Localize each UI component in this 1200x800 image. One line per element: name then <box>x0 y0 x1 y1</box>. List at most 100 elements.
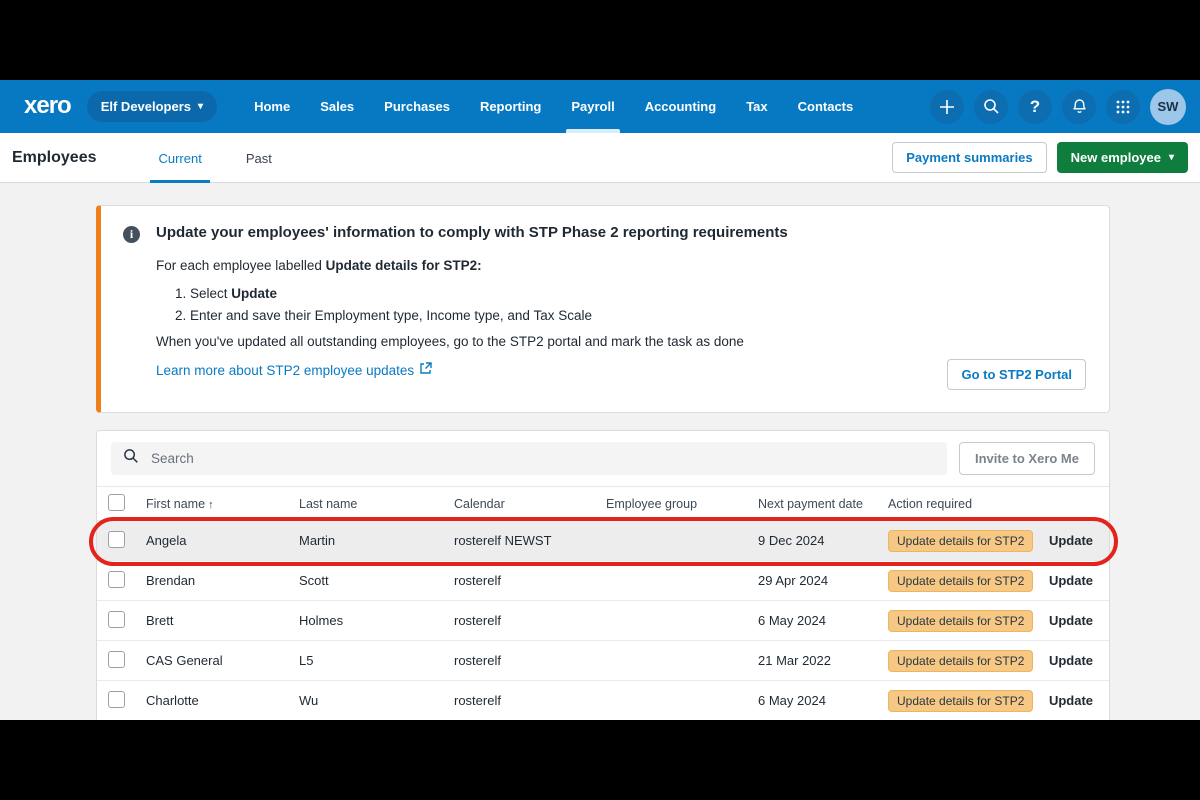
cell-calendar: rosterelf <box>454 573 501 588</box>
column-header-first-name[interactable]: First name ↑ <box>146 496 214 511</box>
cell-next-payment-date: 9 Dec 2024 <box>758 533 825 548</box>
update-link[interactable]: Update <box>1048 613 1093 628</box>
main-nav: Home Sales Purchases Reporting Payroll Accoun… <box>239 80 868 133</box>
notice-step-1: Select Update <box>190 286 1089 301</box>
new-employee-label: New employee <box>1070 150 1161 165</box>
org-name: Elf Developers <box>100 99 192 114</box>
update-link[interactable]: Update <box>1048 573 1093 588</box>
nav-item-accounting[interactable]: Accounting <box>644 99 717 114</box>
search-input[interactable] <box>151 451 935 466</box>
bell-icon <box>1071 98 1088 115</box>
search-button[interactable] <box>974 89 1008 124</box>
invite-to-xero-me-button[interactable]: Invite to Xero Me <box>958 442 1095 475</box>
nav-item-payroll[interactable]: Payroll <box>556 80 629 133</box>
search-field[interactable] <box>111 442 947 475</box>
notice-title: Update your employees' information to co… <box>156 224 788 241</box>
cell-next-payment-date: 6 May 2024 <box>758 613 826 628</box>
employee-table-card: Invite to Xero Me First name ↑ Last name C… <box>89 430 1118 720</box>
cell-first-name: CAS General <box>146 653 223 668</box>
top-navbar: xero Elf Developers ▾ Home Sales Purchases… <box>0 80 1200 133</box>
cell-calendar: rosterelf <box>454 693 501 708</box>
app-window: xero Elf Developers ▾ Home Sales Purchases… <box>0 80 1200 720</box>
help-icon: ? <box>1029 96 1041 116</box>
column-header-calendar[interactable]: Calendar <box>454 496 505 511</box>
page-header: Employees Current Past Payment summaries … <box>0 133 1200 183</box>
table-row[interactable]: Brett Holmes rosterelf 6 May 2024 Update det… <box>97 601 1109 641</box>
notice-step-2: Enter and save their Employment type, In… <box>190 308 1089 323</box>
update-link[interactable]: Update <box>1048 653 1093 668</box>
row-checkbox[interactable] <box>108 610 125 628</box>
notice-intro: For each employee labelled Update detail… <box>156 258 482 273</box>
stp2-action-badge: Update details for STP2 <box>888 649 1034 672</box>
learn-more-label: Learn more about STP2 employee updates <box>156 362 415 378</box>
info-icon: i <box>123 226 140 243</box>
row-checkbox[interactable] <box>108 690 125 708</box>
stp2-action-badge: Update details for STP2 <box>888 529 1034 552</box>
user-avatar[interactable]: SW <box>1150 88 1186 125</box>
stp2-notice-card: i Update your employees' information to … <box>96 205 1110 413</box>
search-icon <box>123 448 139 469</box>
content-area: i Update your employees' information to … <box>0 183 1200 720</box>
cell-next-payment-date: 29 Apr 2024 <box>758 573 829 588</box>
cell-last-name: L5 <box>299 653 314 668</box>
org-selector[interactable]: Elf Developers ▾ <box>86 91 218 122</box>
apps-grid-icon <box>1115 99 1131 115</box>
help-button[interactable]: ? <box>1018 89 1052 124</box>
cell-first-name: Brett <box>146 613 174 628</box>
cell-last-name: Wu <box>299 693 319 708</box>
cell-first-name: Brendan <box>146 573 196 588</box>
stp2-learn-more-link[interactable]: Learn more about STP2 employee updates <box>156 362 1089 378</box>
notice-steps: Select Update Enter and save their Emplo… <box>190 286 1089 323</box>
table-row[interactable]: Brendan Scott rosterelf 29 Apr 2024 Update d… <box>97 561 1109 601</box>
cell-first-name: Charlotte <box>146 693 199 708</box>
add-button[interactable] <box>930 89 964 124</box>
table-row[interactable]: Angela Martin rosterelf NEWST 9 Dec 2024 Upd… <box>97 521 1109 561</box>
table-row[interactable]: Charlotte Wu rosterelf 6 May 2024 Update det… <box>97 681 1109 720</box>
cell-calendar: rosterelf <box>454 653 501 668</box>
tab-bar: Current Past <box>136 133 293 183</box>
nav-item-contacts[interactable]: Contacts <box>797 99 854 114</box>
chevron-down-icon: ▾ <box>1168 152 1174 163</box>
header-actions: Payment summaries New employee ▾ <box>892 142 1188 173</box>
update-link[interactable]: Update <box>1048 533 1093 548</box>
search-icon <box>983 98 1000 115</box>
column-header-action-required[interactable]: Action required <box>888 496 973 511</box>
column-header-next-payment-date[interactable]: Next payment date <box>758 496 863 511</box>
table-body: Angela Martin rosterelf NEWST 9 Dec 2024 Upd… <box>97 521 1109 720</box>
row-checkbox[interactable] <box>108 530 125 548</box>
nav-item-reporting[interactable]: Reporting <box>479 99 542 114</box>
cell-last-name: Scott <box>299 573 329 588</box>
new-employee-button[interactable]: New employee ▾ <box>1056 142 1188 173</box>
row-checkbox[interactable] <box>108 570 125 588</box>
notifications-button[interactable] <box>1062 89 1096 124</box>
nav-item-tax[interactable]: Tax <box>746 99 768 114</box>
select-all-checkbox[interactable] <box>108 493 125 511</box>
table-row[interactable]: CAS General L5 rosterelf 21 Mar 2022 Update … <box>97 641 1109 681</box>
nav-item-sales[interactable]: Sales <box>320 99 355 114</box>
cell-next-payment-date: 6 May 2024 <box>758 693 826 708</box>
update-link[interactable]: Update <box>1048 693 1093 708</box>
tab-past[interactable]: Past <box>245 150 272 166</box>
table-header-row: First name ↑ Last name Calendar Employee gr… <box>97 486 1109 521</box>
sort-ascending-icon: ↑ <box>205 498 214 511</box>
cell-last-name: Holmes <box>299 613 344 628</box>
column-header-last-name[interactable]: Last name <box>299 496 358 511</box>
nav-item-purchases[interactable]: Purchases <box>384 99 450 114</box>
go-to-stp2-portal-button[interactable]: Go to STP2 Portal <box>947 359 1086 390</box>
nav-item-home[interactable]: Home <box>254 99 291 114</box>
cell-next-payment-date: 21 Mar 2022 <box>758 653 831 668</box>
payment-summaries-button[interactable]: Payment summaries <box>892 142 1047 173</box>
navbar-actions: ? SW <box>930 88 1186 125</box>
cell-calendar: rosterelf NEWST <box>454 533 552 548</box>
stp2-action-badge: Update details for STP2 <box>888 569 1034 592</box>
tab-current[interactable]: Current <box>136 133 223 183</box>
row-checkbox[interactable] <box>108 650 125 668</box>
stp2-action-badge: Update details for STP2 <box>888 609 1034 632</box>
apps-menu-button[interactable] <box>1106 89 1140 124</box>
notice-footer: When you've updated all outstanding empl… <box>156 334 744 349</box>
xero-logo[interactable]: xero <box>24 91 72 119</box>
page-title: Employees <box>12 148 97 166</box>
column-header-employee-group[interactable]: Employee group <box>606 496 698 511</box>
external-link-icon <box>419 362 432 378</box>
cell-calendar: rosterelf <box>454 613 501 628</box>
